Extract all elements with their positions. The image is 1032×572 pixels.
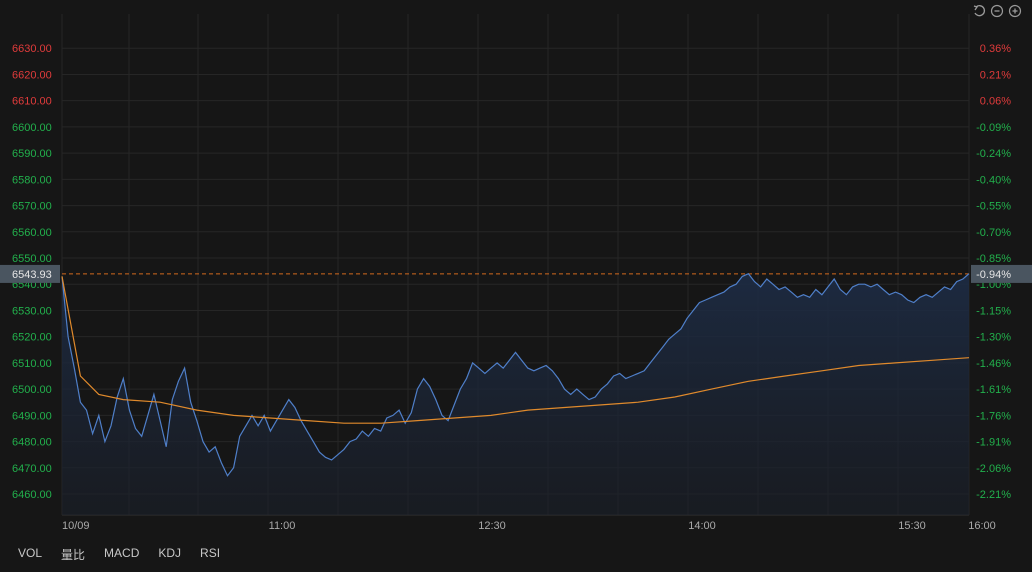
- pct-tick-label: -0.70%: [976, 227, 1011, 239]
- price-area-fill: [62, 273, 969, 515]
- pct-tick-label: -1.30%: [976, 332, 1011, 344]
- x-tick-label: 12:30: [478, 520, 506, 532]
- y-tick-label: 6520.00: [12, 332, 52, 344]
- pct-tick-label: -1.15%: [976, 305, 1011, 317]
- y-tick-label: 6570.00: [12, 201, 52, 213]
- current-price-label: 6543.93: [12, 269, 52, 281]
- y-tick-label: 6470.00: [12, 463, 52, 475]
- pct-tick-label: 0.21%: [980, 69, 1011, 81]
- pct-tick-label: -1.61%: [976, 384, 1011, 396]
- average-price-line: [61, 276, 970, 424]
- tab-kdj[interactable]: KDJ: [158, 546, 182, 560]
- y-tick-label: 6550.00: [12, 253, 52, 265]
- y-tick-label: 6610.00: [12, 96, 52, 108]
- zoom-in-icon[interactable]: [1008, 4, 1022, 18]
- y-tick-label: 6500.00: [12, 384, 52, 396]
- pct-tick-label: -2.06%: [976, 463, 1011, 475]
- tab-vol[interactable]: VOL: [18, 546, 43, 560]
- pct-tick-label: -1.91%: [976, 437, 1011, 449]
- pct-tick-label: -1.76%: [976, 410, 1011, 422]
- x-tick-label: 15:30: [898, 520, 926, 532]
- y-tick-label: 6580.00: [12, 174, 52, 186]
- pct-tick-label: -0.40%: [976, 174, 1011, 186]
- tab-rsi[interactable]: RSI: [200, 546, 221, 560]
- y-tick-label: 6480.00: [12, 437, 52, 449]
- x-axis: 10/09 11:00 12:30 14:00 15:30 16:00: [62, 520, 996, 532]
- pct-tick-label: -1.46%: [976, 358, 1011, 370]
- current-pct-label: -0.94%: [976, 269, 1011, 281]
- price-area: [62, 273, 969, 515]
- y-tick-label: 6490.00: [12, 410, 52, 422]
- tab-volume-ratio[interactable]: 量比: [61, 548, 86, 562]
- pct-tick-label: 0.36%: [980, 43, 1011, 55]
- y-tick-label: 6590.00: [12, 148, 52, 160]
- x-tick-label: 14:00: [688, 520, 716, 532]
- pct-tick-label: -0.24%: [976, 148, 1011, 160]
- pct-tick-label: -0.85%: [976, 253, 1011, 265]
- y-tick-label: 6560.00: [12, 227, 52, 239]
- intraday-chart[interactable]: 6630.00 6620.00 6610.00 6600.00 6590.00 6580.…: [0, 0, 1032, 540]
- current-pct-box: [971, 264, 1032, 283]
- tab-macd[interactable]: MACD: [104, 546, 140, 560]
- y-tick-label: 6460.00: [12, 489, 52, 501]
- indicator-tabs: VOL 量比 MACD KDJ RSI: [18, 546, 239, 563]
- pct-tick-label: 0.06%: [980, 96, 1011, 108]
- y-tick-label: 6530.00: [12, 305, 52, 317]
- pct-tick-label: -0.55%: [976, 201, 1011, 213]
- series-lines: [61, 272, 970, 477]
- reset-icon[interactable]: [972, 4, 986, 18]
- pct-tick-label: -0.09%: [976, 122, 1011, 134]
- current-price-box: [0, 264, 60, 283]
- y-tick-label: 6620.00: [12, 69, 52, 81]
- price-line: [61, 272, 970, 477]
- current-price-markers: 6543.93 -0.94%: [0, 264, 1032, 283]
- y-tick-label: 6600.00: [12, 122, 52, 134]
- pct-tick-label: -2.21%: [976, 489, 1011, 501]
- x-tick-label: 16:00: [968, 520, 996, 532]
- y-axis-left: 6630.00 6620.00 6610.00 6600.00 6590.00 6580.…: [12, 43, 52, 501]
- x-tick-label: 11:00: [269, 520, 296, 532]
- y-tick-label: 6510.00: [12, 358, 52, 370]
- y-tick-label: 6630.00: [12, 43, 52, 55]
- y-axis-right: 0.36% 0.21% 0.06% -0.09% -0.24% -0.40% -0.55% -…: [976, 43, 1011, 501]
- x-tick-label: 10/09: [62, 520, 90, 532]
- zoom-out-icon[interactable]: [990, 4, 1004, 18]
